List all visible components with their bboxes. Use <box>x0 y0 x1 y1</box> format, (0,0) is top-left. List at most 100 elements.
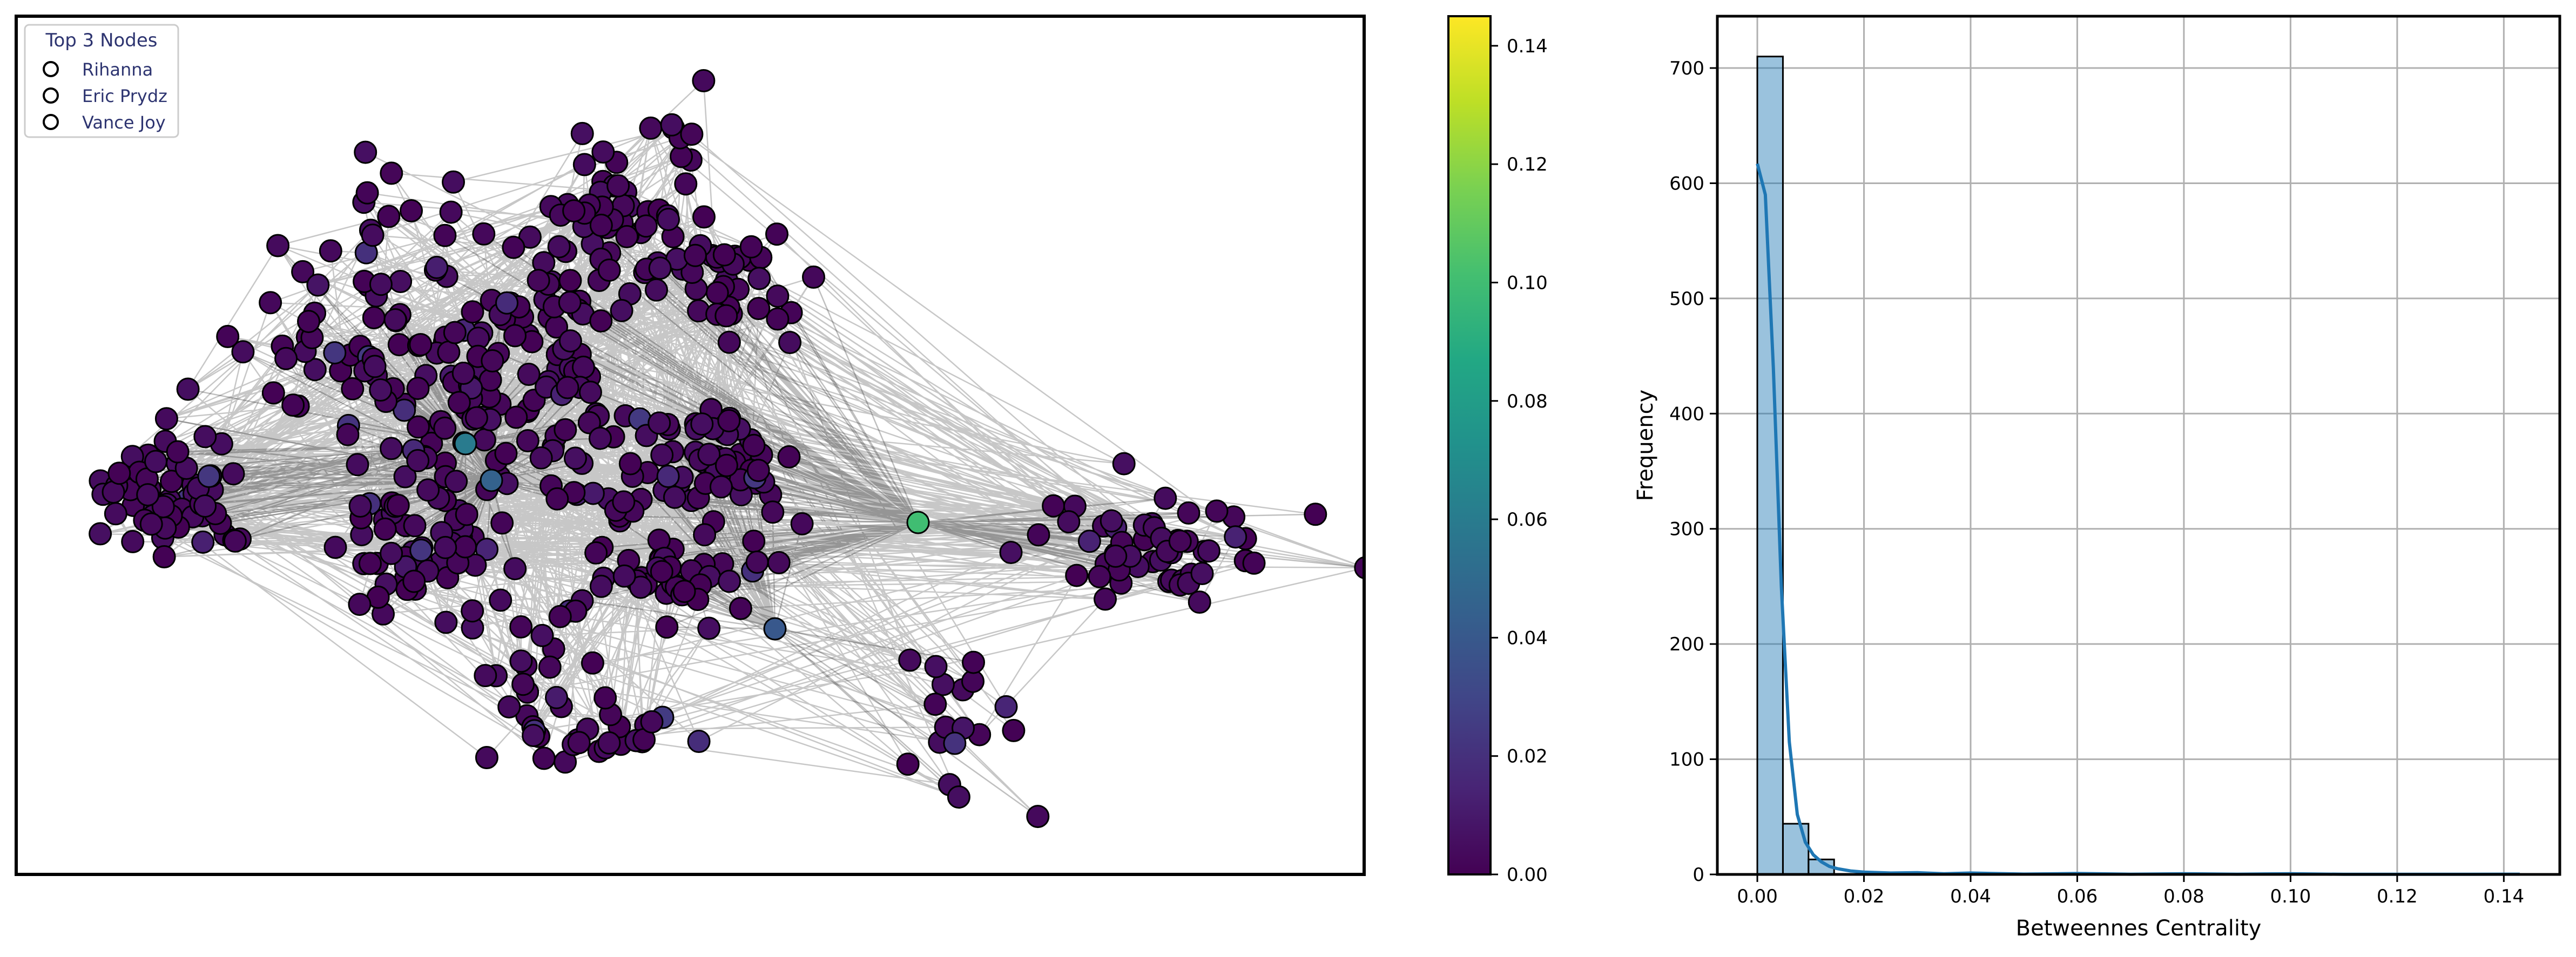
network-node <box>687 730 711 753</box>
network-node <box>377 205 401 228</box>
network-node <box>570 121 594 145</box>
network-node <box>594 686 617 710</box>
network-node <box>139 512 163 536</box>
network-node <box>761 500 785 524</box>
network-node <box>947 785 970 809</box>
network-node <box>502 235 525 259</box>
network-node <box>717 330 741 354</box>
network-node <box>136 483 160 507</box>
network-node <box>705 281 729 304</box>
network-node <box>481 349 504 372</box>
network-node <box>373 517 397 541</box>
network-node <box>281 393 305 417</box>
network-node <box>1100 509 1123 533</box>
network-node <box>475 746 498 769</box>
network-node <box>383 308 407 331</box>
network-legend: Top 3 Nodes Rihanna Eric Prydz Vance Joy <box>24 24 179 138</box>
colorbar-tick-label: 0.02 <box>1507 746 1548 768</box>
network-node <box>1112 452 1136 476</box>
network-node <box>362 306 386 330</box>
network-node <box>648 256 672 280</box>
histogram-y-ticks: 0 100 200 300 400 500 600 700 <box>1669 58 1717 886</box>
network-node <box>346 453 369 477</box>
network-node <box>193 494 217 518</box>
network-node <box>714 453 738 477</box>
network-node <box>802 265 825 289</box>
network-node <box>747 297 771 320</box>
network-node <box>712 243 736 267</box>
network-node <box>274 347 298 370</box>
network-node <box>154 407 178 431</box>
network-node <box>697 616 721 640</box>
network-node <box>433 416 457 440</box>
network-node <box>962 650 985 674</box>
network-node <box>898 648 922 672</box>
network-node <box>341 377 365 401</box>
network-node <box>612 564 636 588</box>
network-node <box>361 223 385 247</box>
colorbar-tick-label: 0.04 <box>1507 627 1548 649</box>
network-node <box>709 475 733 499</box>
network-node <box>197 464 221 488</box>
legend-title: Top 3 Nodes <box>45 30 157 51</box>
colorbar: 0.00 0.02 0.04 0.06 0.08 0.10 0.12 0.14 <box>1447 15 1548 886</box>
network-node <box>1304 503 1327 526</box>
network-node <box>416 478 440 502</box>
network-node <box>693 523 717 547</box>
network-node <box>589 309 613 333</box>
network-node <box>1027 523 1050 547</box>
network-node <box>767 551 791 574</box>
network-node <box>497 695 521 719</box>
network-node <box>319 239 342 263</box>
network-node <box>1177 501 1201 525</box>
network-node <box>924 655 948 678</box>
network-node <box>648 411 671 435</box>
network-node <box>739 235 763 259</box>
network-node <box>402 569 426 593</box>
network-node <box>657 208 680 231</box>
network-node <box>1242 551 1266 575</box>
network-node <box>563 446 587 470</box>
network-node <box>742 433 766 457</box>
network-hub-node <box>906 511 930 534</box>
network-node <box>473 428 496 452</box>
network-node <box>151 495 175 519</box>
colorbar-tick-label: 0.14 <box>1507 36 1548 57</box>
network-node <box>615 225 639 248</box>
x-tick-label: 0.08 <box>2163 886 2204 907</box>
network-node <box>639 116 663 140</box>
network-node <box>323 341 347 365</box>
network-node <box>1224 525 1247 549</box>
x-tick-label: 0.14 <box>2483 886 2524 907</box>
colorbar-tick-label: 0.12 <box>1507 154 1548 175</box>
network-node <box>529 446 553 470</box>
y-tick-label: 600 <box>1669 173 1704 194</box>
legend-entry-vance-joy: Vance Joy <box>82 112 166 133</box>
network-node <box>606 174 630 198</box>
network-node <box>89 522 112 546</box>
network-node <box>380 161 403 185</box>
network-node <box>1026 805 1050 829</box>
network-node <box>152 545 176 568</box>
network-node <box>517 363 541 386</box>
network-node <box>589 213 613 237</box>
colorbar-gradient <box>1448 16 1491 874</box>
histogram-panel: 0.00 0.02 0.04 0.06 0.08 0.10 0.12 0.14 0 100 200… <box>1633 15 2561 941</box>
network-node <box>548 605 572 628</box>
network-node <box>656 465 680 488</box>
x-tick-label: 0.10 <box>2270 886 2311 907</box>
network-node <box>663 485 686 509</box>
network-node <box>718 569 741 593</box>
network-node <box>629 575 652 599</box>
network-node <box>454 535 477 559</box>
network-node <box>672 580 696 603</box>
network-node <box>577 411 601 435</box>
network-node <box>306 273 330 297</box>
network-node <box>765 222 788 246</box>
network-node <box>1205 499 1229 523</box>
network-node <box>562 199 586 223</box>
network-node <box>1188 591 1211 614</box>
network-node <box>406 449 430 472</box>
network-hub-node <box>480 469 503 492</box>
